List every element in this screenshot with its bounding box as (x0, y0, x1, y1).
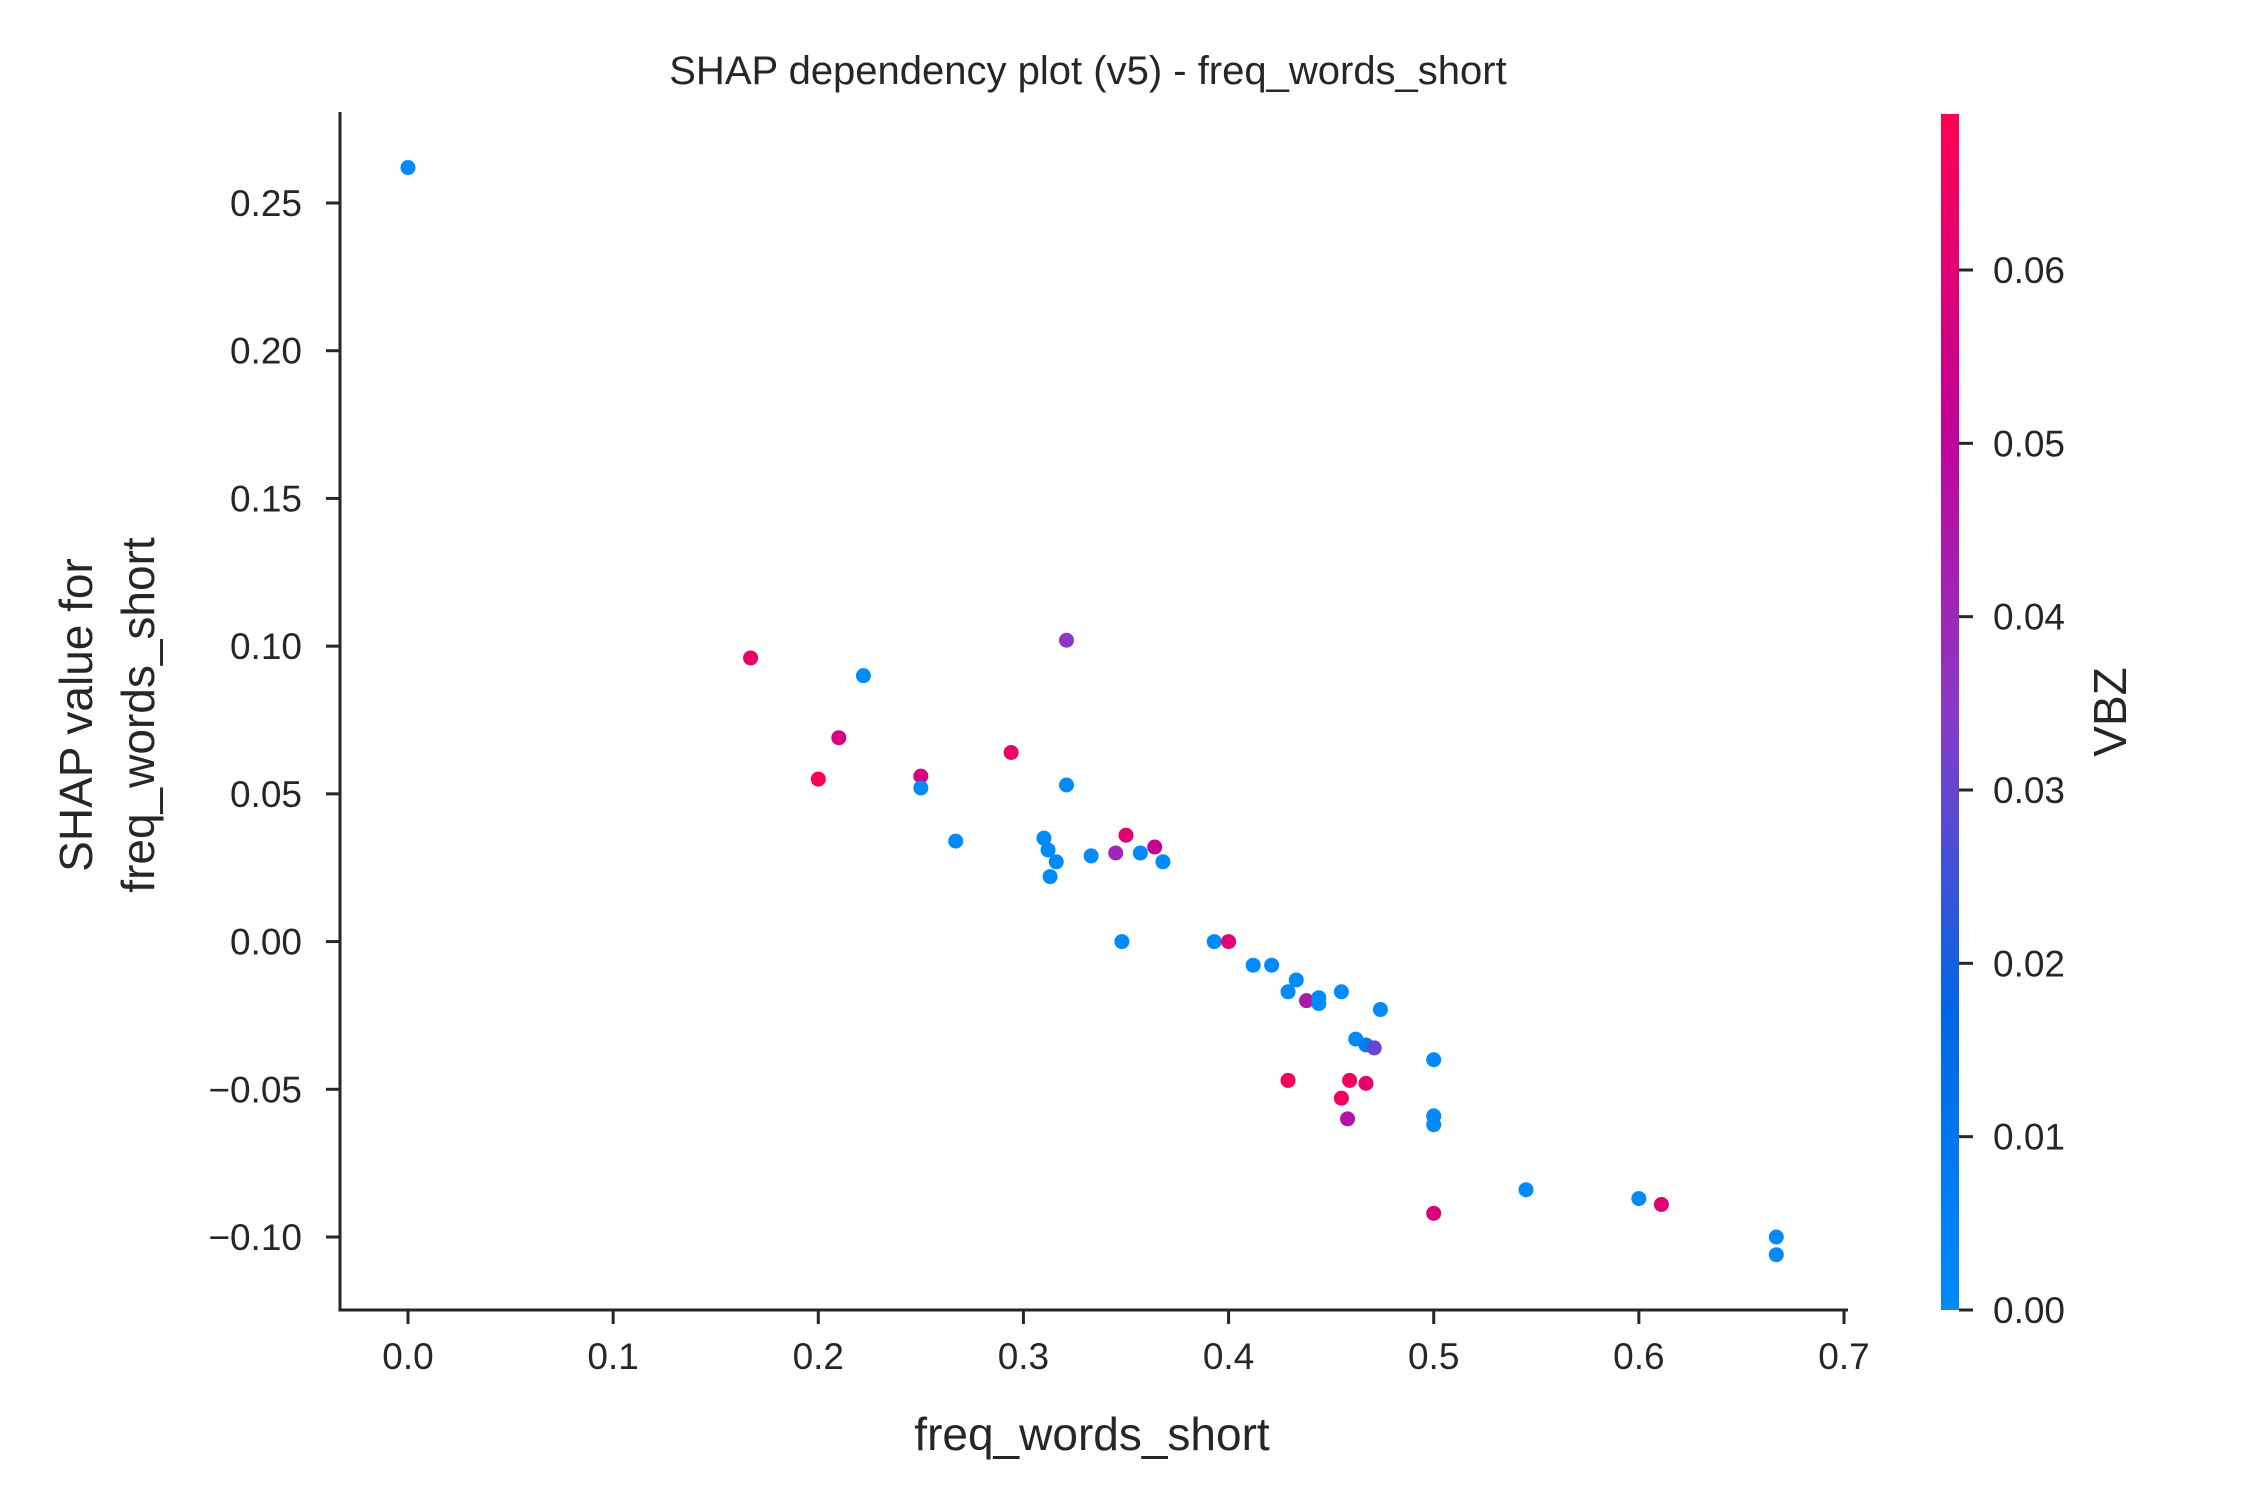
x-tick-label: 0.0 (382, 1336, 433, 1377)
scatter-point (1518, 1182, 1534, 1198)
x-tick-label: 0.3 (998, 1336, 1049, 1377)
scatter-point (1366, 1040, 1382, 1056)
colorbar-tick-label: 0.02 (1993, 943, 2065, 984)
scatter-point (1426, 1052, 1442, 1068)
y-tick-label: 0.25 (230, 183, 302, 224)
scatter-point (1768, 1247, 1784, 1263)
scatter-point (831, 730, 847, 746)
scatter-point (1221, 934, 1237, 950)
scatter-point (400, 160, 416, 176)
colorbar-tick-label: 0.04 (1993, 597, 2065, 638)
scatter-point (1280, 984, 1296, 1000)
scatter-point (1264, 957, 1280, 973)
x-tick-label: 0.6 (1613, 1336, 1664, 1377)
scatter-point (1059, 632, 1075, 648)
scatter-point (1768, 1229, 1784, 1245)
y-tick-label: 0.05 (230, 774, 302, 815)
scatter-point (1042, 869, 1058, 885)
y-axis-label-line-1: SHAP value for (50, 558, 102, 872)
y-tick-label: −0.05 (208, 1069, 302, 1110)
scatter-point (1036, 830, 1052, 846)
scatter-point (948, 833, 964, 849)
colorbar-gradient (1941, 114, 1959, 1310)
scatter-point (1653, 1197, 1669, 1213)
scatter-point (1358, 1075, 1374, 1091)
scatter-point (1426, 1117, 1442, 1133)
scatter-point (1003, 744, 1019, 760)
scatter-point (1114, 934, 1130, 950)
scatter-point (1311, 990, 1327, 1006)
x-tick-label: 0.7 (1818, 1336, 1869, 1377)
scatter-point (1059, 777, 1075, 793)
y-tick-label: 0.10 (230, 626, 302, 667)
scatter-point (913, 768, 929, 784)
scatter-point (1147, 839, 1163, 855)
scatter-point (1342, 1072, 1358, 1088)
scatter-point (1631, 1191, 1647, 1207)
scatter-point (1132, 845, 1148, 861)
x-axis-ticks: 0.0 0.1 0.2 0.3 0.4 0.5 0.6 0.7 (382, 1310, 1870, 1377)
scatter-point (1118, 827, 1134, 843)
scatter-point (1333, 984, 1349, 1000)
scatter-point (1245, 957, 1261, 973)
x-tick-label: 0.4 (1203, 1336, 1254, 1377)
colorbar-tick-label: 0.03 (1993, 770, 2065, 811)
y-axis-label: SHAP value for freq_words_short (50, 537, 164, 893)
y-axis-label-line-2: freq_words_short (112, 537, 164, 893)
scatter-point (1040, 842, 1056, 858)
scatter-point (1299, 993, 1315, 1009)
plot-area: 0.0 0.1 0.2 0.3 0.4 0.5 0.6 0.7 0.25 0.20 0.15 0.1… (208, 112, 1870, 1377)
y-tick-label: 0.20 (230, 331, 302, 372)
scatter-point (1048, 854, 1064, 870)
scatter-point (1083, 848, 1099, 864)
colorbar-tick-label: 0.01 (1993, 1117, 2065, 1158)
colorbar-tick-label: 0.00 (1993, 1290, 2065, 1331)
scatter-point (1206, 934, 1222, 950)
scatter-point (1372, 1002, 1388, 1018)
scatter-point (913, 780, 929, 796)
colorbar-tick-label: 0.05 (1993, 423, 2065, 464)
colorbar: 0.00 0.01 0.02 0.03 0.04 0.05 0.06 VBZ (1941, 114, 2136, 1331)
y-tick-label: 0.15 (230, 478, 302, 519)
colorbar-tick-label: 0.06 (1993, 250, 2065, 291)
scatter-point (743, 650, 759, 666)
colorbar-ticks: 0.00 0.01 0.02 0.03 0.04 0.05 0.06 (1959, 250, 2065, 1331)
scatter-point (810, 771, 826, 787)
scatter-point (1340, 1111, 1356, 1127)
chart-title: SHAP dependency plot (v5) - freq_words_s… (669, 49, 1506, 93)
scatter-point (1280, 1072, 1296, 1088)
scatter-point (1288, 972, 1304, 988)
x-tick-label: 0.1 (587, 1336, 638, 1377)
scatter-points (400, 160, 1784, 1263)
x-tick-label: 0.2 (793, 1336, 844, 1377)
scatter-point (1108, 845, 1124, 861)
x-axis-label: freq_words_short (914, 1408, 1270, 1460)
y-tick-label: 0.00 (230, 922, 302, 963)
scatter-point (1333, 1090, 1349, 1106)
x-tick-label: 0.5 (1408, 1336, 1459, 1377)
scatter-point (1426, 1205, 1442, 1221)
scatter-point (855, 668, 871, 684)
y-tick-label: −0.10 (208, 1217, 302, 1258)
scatter-point (1155, 854, 1171, 870)
y-axis-ticks: 0.25 0.20 0.15 0.10 0.05 0.00 −0.05 −0.10 (208, 183, 340, 1258)
colorbar-label: VBZ (2084, 667, 2136, 756)
